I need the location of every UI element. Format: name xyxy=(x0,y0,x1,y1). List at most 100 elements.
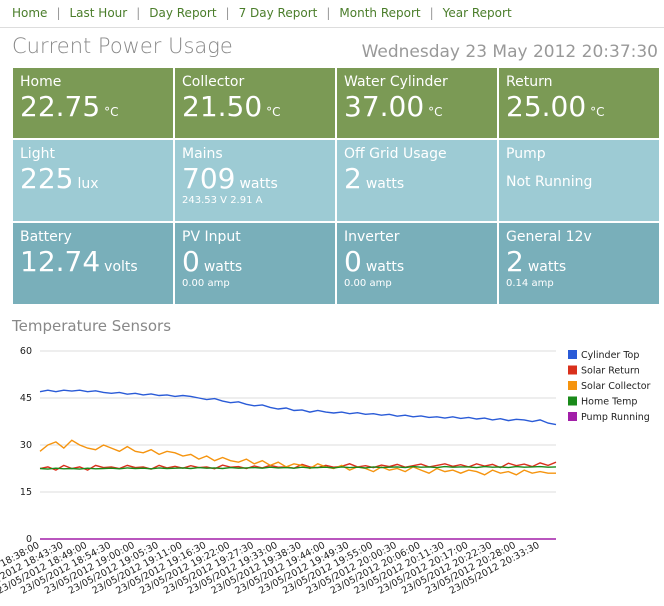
x-tick-label: 23/05/2012 19:11:00 xyxy=(90,540,184,597)
tile-detail: 0.00 amp xyxy=(182,278,230,289)
tile-unit: °C xyxy=(104,105,119,119)
nav-link[interactable]: 7 Day Report xyxy=(238,6,318,20)
x-tick-label: 23/05/2012 19:33:00 xyxy=(186,540,280,597)
x-tick-label: 23/05/2012 19:38:30 xyxy=(210,540,304,597)
tile-label: General 12v xyxy=(506,229,592,245)
x-tick-label: 23/05/2012 19:49:30 xyxy=(257,540,351,597)
x-tick-label: 23/05/2012 20:33:30 xyxy=(448,540,542,597)
nav-link[interactable]: Last Hour xyxy=(69,6,128,20)
tile-unit: lux xyxy=(77,176,99,192)
tile-reading: 25.00 °C xyxy=(506,90,652,123)
nav-link[interactable]: Month Report xyxy=(339,6,421,20)
tile-unit: °C xyxy=(266,105,281,119)
tile-value: 22.75 xyxy=(20,90,101,123)
tile-label: Collector xyxy=(182,74,245,90)
nav-link[interactable]: Year Report xyxy=(442,6,512,20)
x-tick-label: 23/05/2012 20:00:30 xyxy=(305,540,399,597)
tile: Inverter 0 watts 0.00 amp xyxy=(337,223,497,304)
series-line xyxy=(39,461,557,471)
tile-reading: 12.74 volts xyxy=(20,245,166,278)
tile: Return 25.00 °C xyxy=(499,68,659,138)
nav-link[interactable]: Home xyxy=(12,6,48,20)
y-tick-label: 0 xyxy=(26,534,32,545)
tile-label: PV Input xyxy=(182,229,241,245)
tile-value: 2 xyxy=(344,162,362,195)
tile: PV Input 0 watts 0.00 amp xyxy=(175,223,335,304)
tile-reading: 709 watts xyxy=(182,162,328,195)
tile-label: Light xyxy=(20,146,55,162)
tile-label: Inverter xyxy=(344,229,400,245)
x-tick-label: 23/05/2012 20:22:30 xyxy=(400,540,494,597)
tile-unit: °C xyxy=(428,105,443,119)
nav-separator: | xyxy=(326,6,331,20)
x-tick-label: 23/05/2012 20:06:00 xyxy=(329,540,423,597)
tile-value: 2 xyxy=(506,245,524,278)
tile-value: 21.50 xyxy=(182,90,263,123)
tile-unit: watts xyxy=(365,176,405,192)
legend-swatch xyxy=(568,396,577,406)
legend-label: Solar Collector xyxy=(581,381,651,392)
tile: Water Cylinder 37.00 °C xyxy=(337,68,497,138)
y-tick-label: 45 xyxy=(20,393,32,404)
tile-label: Off Grid Usage xyxy=(344,146,447,162)
x-tick-label: 23/05/2012 19:00:00 xyxy=(43,540,137,597)
page-title: Current Power Usage xyxy=(12,34,233,58)
tile-value: 25.00 xyxy=(506,90,587,123)
tile-reading: 2 watts xyxy=(506,245,652,278)
y-tick-label: 60 xyxy=(20,346,32,357)
x-tick-label: 23/05/2012 19:22:00 xyxy=(138,540,232,597)
tile-reading: 21.50 °C xyxy=(182,90,328,123)
y-tick-label: 30 xyxy=(20,440,32,451)
tile-reading: 0 watts xyxy=(182,245,328,278)
legend-label: Cylinder Top xyxy=(581,350,639,361)
tile-unit: watts xyxy=(203,259,243,275)
legend-swatch xyxy=(568,381,577,390)
tile-status: Not Running xyxy=(506,174,593,190)
nav-separator: | xyxy=(136,6,141,20)
legend-swatch xyxy=(568,350,577,359)
tile-label: Battery xyxy=(20,229,72,245)
nav-link[interactable]: Day Report xyxy=(149,6,217,20)
tile-value: 0 xyxy=(344,245,362,278)
series-line xyxy=(39,389,557,426)
tile-unit: volts xyxy=(104,259,138,275)
x-tick-label: 23/05/2012 18:43:30 xyxy=(0,540,65,597)
x-tick-label: 23/05/2012 18:38:00 xyxy=(0,540,41,597)
tile-reading: 2 watts xyxy=(344,162,490,195)
x-tick-label: 23/05/2012 19:27:30 xyxy=(162,540,256,597)
tile-label: Mains xyxy=(182,146,223,162)
tile-unit: watts xyxy=(527,259,567,275)
series-line xyxy=(39,439,556,476)
x-tick-label: 23/05/2012 18:54:30 xyxy=(19,540,113,597)
nav-separator: | xyxy=(429,6,434,20)
legend-label: Pump Running xyxy=(581,412,650,423)
x-tick-label: 23/05/2012 20:17:00 xyxy=(376,540,470,597)
x-tick-label: 23/05/2012 19:05:30 xyxy=(67,540,161,597)
tile: Collector 21.50 °C xyxy=(175,68,335,138)
x-tick-label: 23/05/2012 19:55:00 xyxy=(281,540,375,597)
tile-reading: 225 lux xyxy=(20,162,166,195)
tile: Pump Not Running xyxy=(499,140,659,221)
tile-unit: watts xyxy=(239,176,278,192)
tile: Light 225 lux xyxy=(13,140,173,221)
x-tick-label: 23/05/2012 18:49:00 xyxy=(0,540,89,597)
tile: Battery 12.74 volts xyxy=(13,223,173,304)
current-date: Wednesday 23 May 2012 20:37:30 xyxy=(361,42,658,62)
tile-label: Pump xyxy=(506,146,546,162)
tile-label: Home xyxy=(20,74,62,90)
tile-grid: Home 22.75 °C Collector 21.50 °C Water Cylinde… xyxy=(13,68,663,304)
x-tick-label: 23/05/2012 19:44:00 xyxy=(233,540,327,597)
legend-label: Solar Return xyxy=(581,366,640,377)
x-tick-label: 23/05/2012 20:28:00 xyxy=(424,540,518,597)
tile-detail: 0.14 amp xyxy=(506,278,554,289)
tile-value: 225 xyxy=(20,162,74,195)
tile-detail: 243.53 V 2.91 A xyxy=(182,195,263,206)
chart-title: Temperature Sensors xyxy=(12,317,172,335)
x-tick-label: 23/05/2012 20:11:30 xyxy=(352,540,446,597)
tile-value: 0 xyxy=(182,245,200,278)
legend-swatch xyxy=(568,365,577,375)
tile-unit: watts xyxy=(365,259,405,275)
tile-reading: 37.00 °C xyxy=(344,90,490,123)
tile-label: Water Cylinder xyxy=(344,74,448,90)
legend-swatch xyxy=(568,412,577,421)
